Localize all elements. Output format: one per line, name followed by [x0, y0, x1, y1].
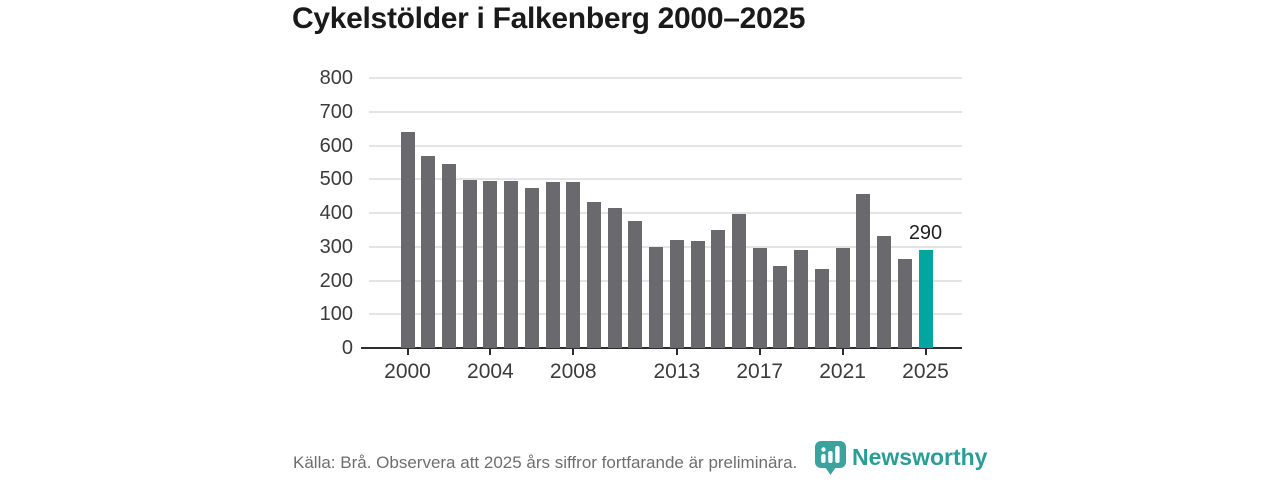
bar-2021 [835, 248, 850, 348]
bar-2015 [711, 230, 726, 348]
bar-2002 [441, 163, 456, 348]
bar-2012 [649, 247, 664, 348]
y-tick-label-300: 300 [319, 235, 353, 258]
bar-2018 [773, 265, 788, 348]
newsworthy-brand: Newsworthy [814, 440, 987, 476]
gridline-300 [369, 245, 962, 248]
x-tick-label-2021: 2021 [819, 360, 866, 383]
chart-title: Cykelstölder i Falkenberg 2000–2025 [292, 2, 806, 35]
bar-2000 [400, 132, 415, 348]
x-tick-2008 [572, 348, 575, 355]
x-tick-2017 [758, 348, 761, 355]
x-tick-label-2000: 2000 [384, 360, 431, 383]
bar-2001 [421, 155, 436, 348]
y-tick-label-0: 0 [341, 337, 353, 359]
y-tick-label-800: 800 [319, 67, 353, 89]
bar-2019 [794, 250, 809, 348]
x-tick-label-2008: 2008 [549, 360, 597, 383]
gridline-500 [369, 178, 962, 181]
highlight-value-label: 290 [908, 222, 943, 245]
brand-wordmark: Newsworthy [852, 444, 988, 470]
x-tick-label-2017: 2017 [736, 360, 784, 383]
bar-2007 [545, 181, 560, 348]
gridline-100 [369, 313, 962, 316]
bar-2022 [856, 194, 871, 348]
x-axis-line [361, 347, 962, 349]
bar-2003 [462, 179, 477, 348]
y-tick-label-400: 400 [319, 202, 353, 224]
x-tick-2025 [924, 348, 927, 355]
bar-2006 [524, 188, 539, 348]
bar-2013 [669, 240, 684, 348]
x-tick-label-2025: 2025 [902, 360, 949, 383]
x-tick-2004 [489, 348, 492, 355]
bar-2024 [897, 258, 912, 348]
y-tick-label-100: 100 [319, 303, 353, 326]
plot-area: 0 100 200 300 400 500 600 700 800 290 2000 2004 2008… [320, 68, 962, 383]
bar-chart-pin-icon [815, 441, 846, 475]
y-tick-label-700: 700 [319, 100, 353, 123]
bar-2004 [483, 180, 498, 348]
source-note: Källa: Brå. Observera att 2025 års siffr… [293, 453, 798, 472]
gridline-700 [369, 110, 962, 113]
bar-2014 [690, 241, 705, 348]
y-tick-label-500: 500 [319, 168, 353, 191]
bar-2023 [877, 235, 892, 348]
x-tick-label-2013: 2013 [653, 360, 701, 383]
bar-2008 [566, 182, 581, 348]
bar-2017 [752, 247, 767, 348]
gridline-200 [369, 279, 962, 282]
bar-2005 [504, 180, 519, 348]
bar-2016 [732, 213, 747, 348]
gridline-400 [369, 212, 962, 214]
y-tick-label-600: 600 [319, 134, 353, 157]
gridline-800 [369, 77, 962, 79]
gridline-600 [369, 144, 962, 147]
bar-2020 [814, 269, 829, 348]
bar-2010 [607, 208, 622, 348]
x-tick-2021 [841, 348, 844, 355]
x-tick-label-2004: 2004 [467, 360, 514, 383]
bar-2025 [918, 250, 933, 348]
x-tick-2013 [675, 348, 678, 355]
bar-2009 [586, 202, 601, 348]
y-tick-label-200: 200 [319, 269, 353, 292]
x-tick-2000 [406, 348, 409, 355]
bar-2011 [628, 221, 643, 348]
